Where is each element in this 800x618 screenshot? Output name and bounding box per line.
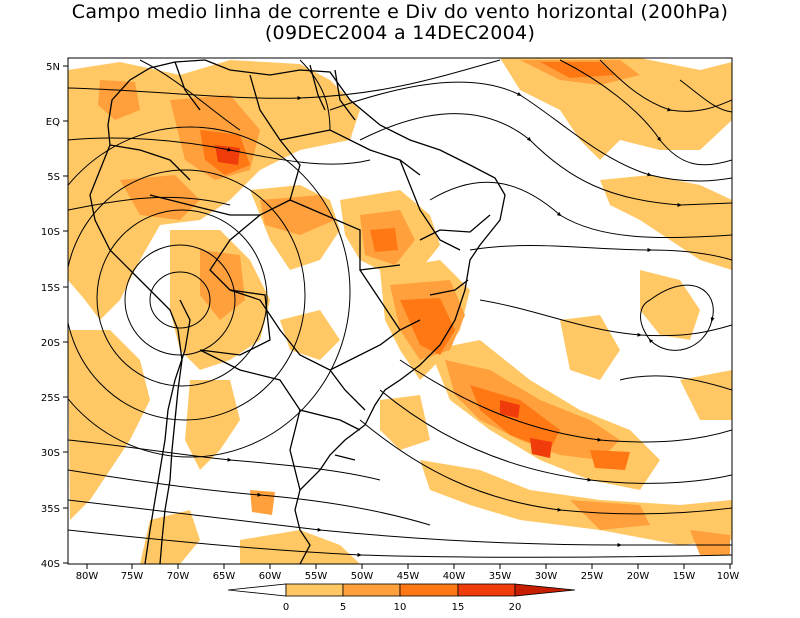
lon-tick-label: 45W — [397, 571, 420, 582]
lon-tick-label: 60W — [259, 571, 282, 582]
map-title: Campo medio linha de corrente e Div do v… — [0, 2, 800, 44]
longitude-axis: 80W 75W 70W 65W 60W 55W 50W 45W 40W 35W … — [76, 564, 740, 582]
colorbar-bin — [457, 583, 516, 597]
colorbar-label: 15 — [452, 602, 465, 613]
lon-tick-label: 25W — [581, 571, 604, 582]
lon-tick-label: 40W — [443, 571, 466, 582]
colorbar-high-triangle — [514, 583, 576, 597]
colorbar-label: 5 — [340, 602, 346, 613]
latitude-axis: 5N EQ 5S 10S 15S 20S 25S 30S 35S 40S — [41, 62, 68, 570]
lon-tick-label: 65W — [213, 571, 236, 582]
lon-tick-label: 10W — [717, 571, 740, 582]
lat-tick-label: EQ — [46, 117, 60, 128]
title-line-1: Campo medio linha de corrente e Div do v… — [71, 1, 729, 23]
lon-tick-label: 30W — [535, 571, 558, 582]
colorbar-label: 10 — [394, 602, 407, 613]
lon-tick-label: 50W — [351, 571, 374, 582]
streamlines — [68, 59, 732, 558]
lat-tick-label: 25S — [41, 393, 60, 404]
lon-tick-label: 75W — [121, 571, 144, 582]
lat-tick-label: 35S — [41, 504, 60, 515]
lon-tick-label: 55W — [305, 571, 328, 582]
lat-tick-label: 40S — [41, 559, 60, 570]
lat-tick-label: 30S — [41, 448, 60, 459]
lat-tick-label: 5N — [46, 62, 60, 73]
colorbar-bin — [285, 583, 344, 597]
colorbar-bin — [342, 583, 401, 597]
divergence-shading-peak — [215, 145, 552, 458]
lat-tick-label: 15S — [41, 283, 60, 294]
andes-border — [144, 299, 191, 564]
colorbar-bin — [399, 583, 459, 597]
colorbar-label: 0 — [283, 602, 289, 613]
lon-tick-label: 15W — [673, 571, 696, 582]
south-america-coast — [204, 59, 506, 564]
colorbar: 0 5 10 15 20 — [227, 583, 576, 613]
colorbar-low-triangle — [227, 583, 287, 597]
lat-tick-label: 10S — [41, 227, 60, 238]
brazil-border — [209, 74, 366, 411]
colorbar-label: 20 — [509, 602, 522, 613]
lon-tick-label: 80W — [76, 571, 99, 582]
lon-tick-label: 20W — [627, 571, 650, 582]
lat-tick-label: 20S — [41, 338, 60, 349]
lon-tick-label: 70W — [167, 571, 190, 582]
plot-frame — [67, 57, 733, 565]
lat-tick-label: 5S — [47, 172, 60, 183]
lon-tick-label: 35W — [489, 571, 512, 582]
pacific-coast — [89, 59, 206, 564]
title-line-2: (09DEC2004 a 14DEC2004) — [264, 22, 536, 44]
